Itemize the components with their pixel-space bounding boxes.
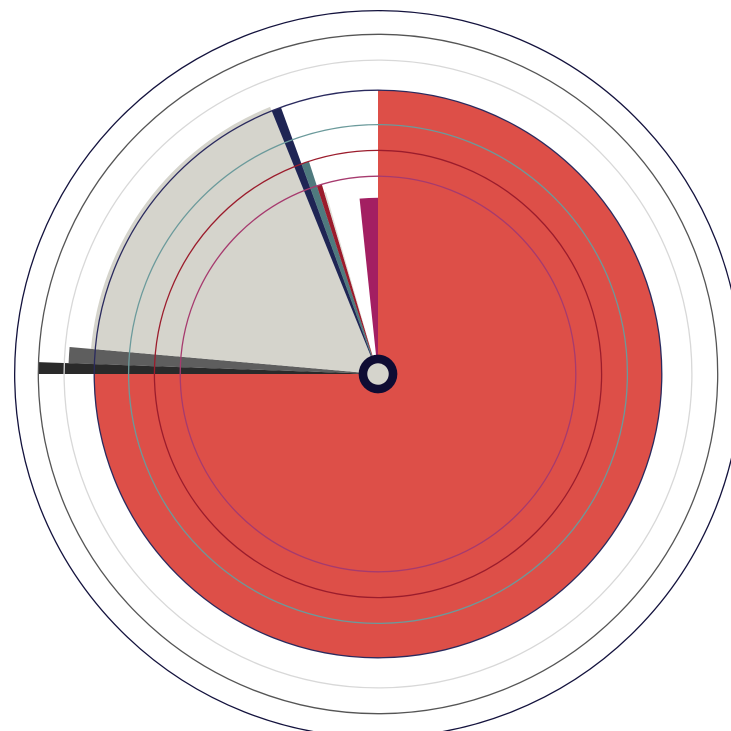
rings-layer [14,10,731,731]
ring-3 [93,89,663,659]
segment-6 [316,184,378,374]
segment-7 [324,192,378,374]
center-marker-inner [367,363,389,385]
ring-0 [179,175,577,573]
segment-3 [91,106,378,374]
segment-5 [301,161,378,374]
ring-5 [37,33,719,715]
ring-2 [127,123,629,625]
ring-4 [63,59,693,689]
segment-8 [359,197,378,374]
ring-6 [14,10,731,731]
center-layer [358,354,398,394]
segments-layer [38,90,662,658]
ring-1 [153,149,603,599]
segment-2 [68,347,378,374]
segment-4 [271,107,378,374]
